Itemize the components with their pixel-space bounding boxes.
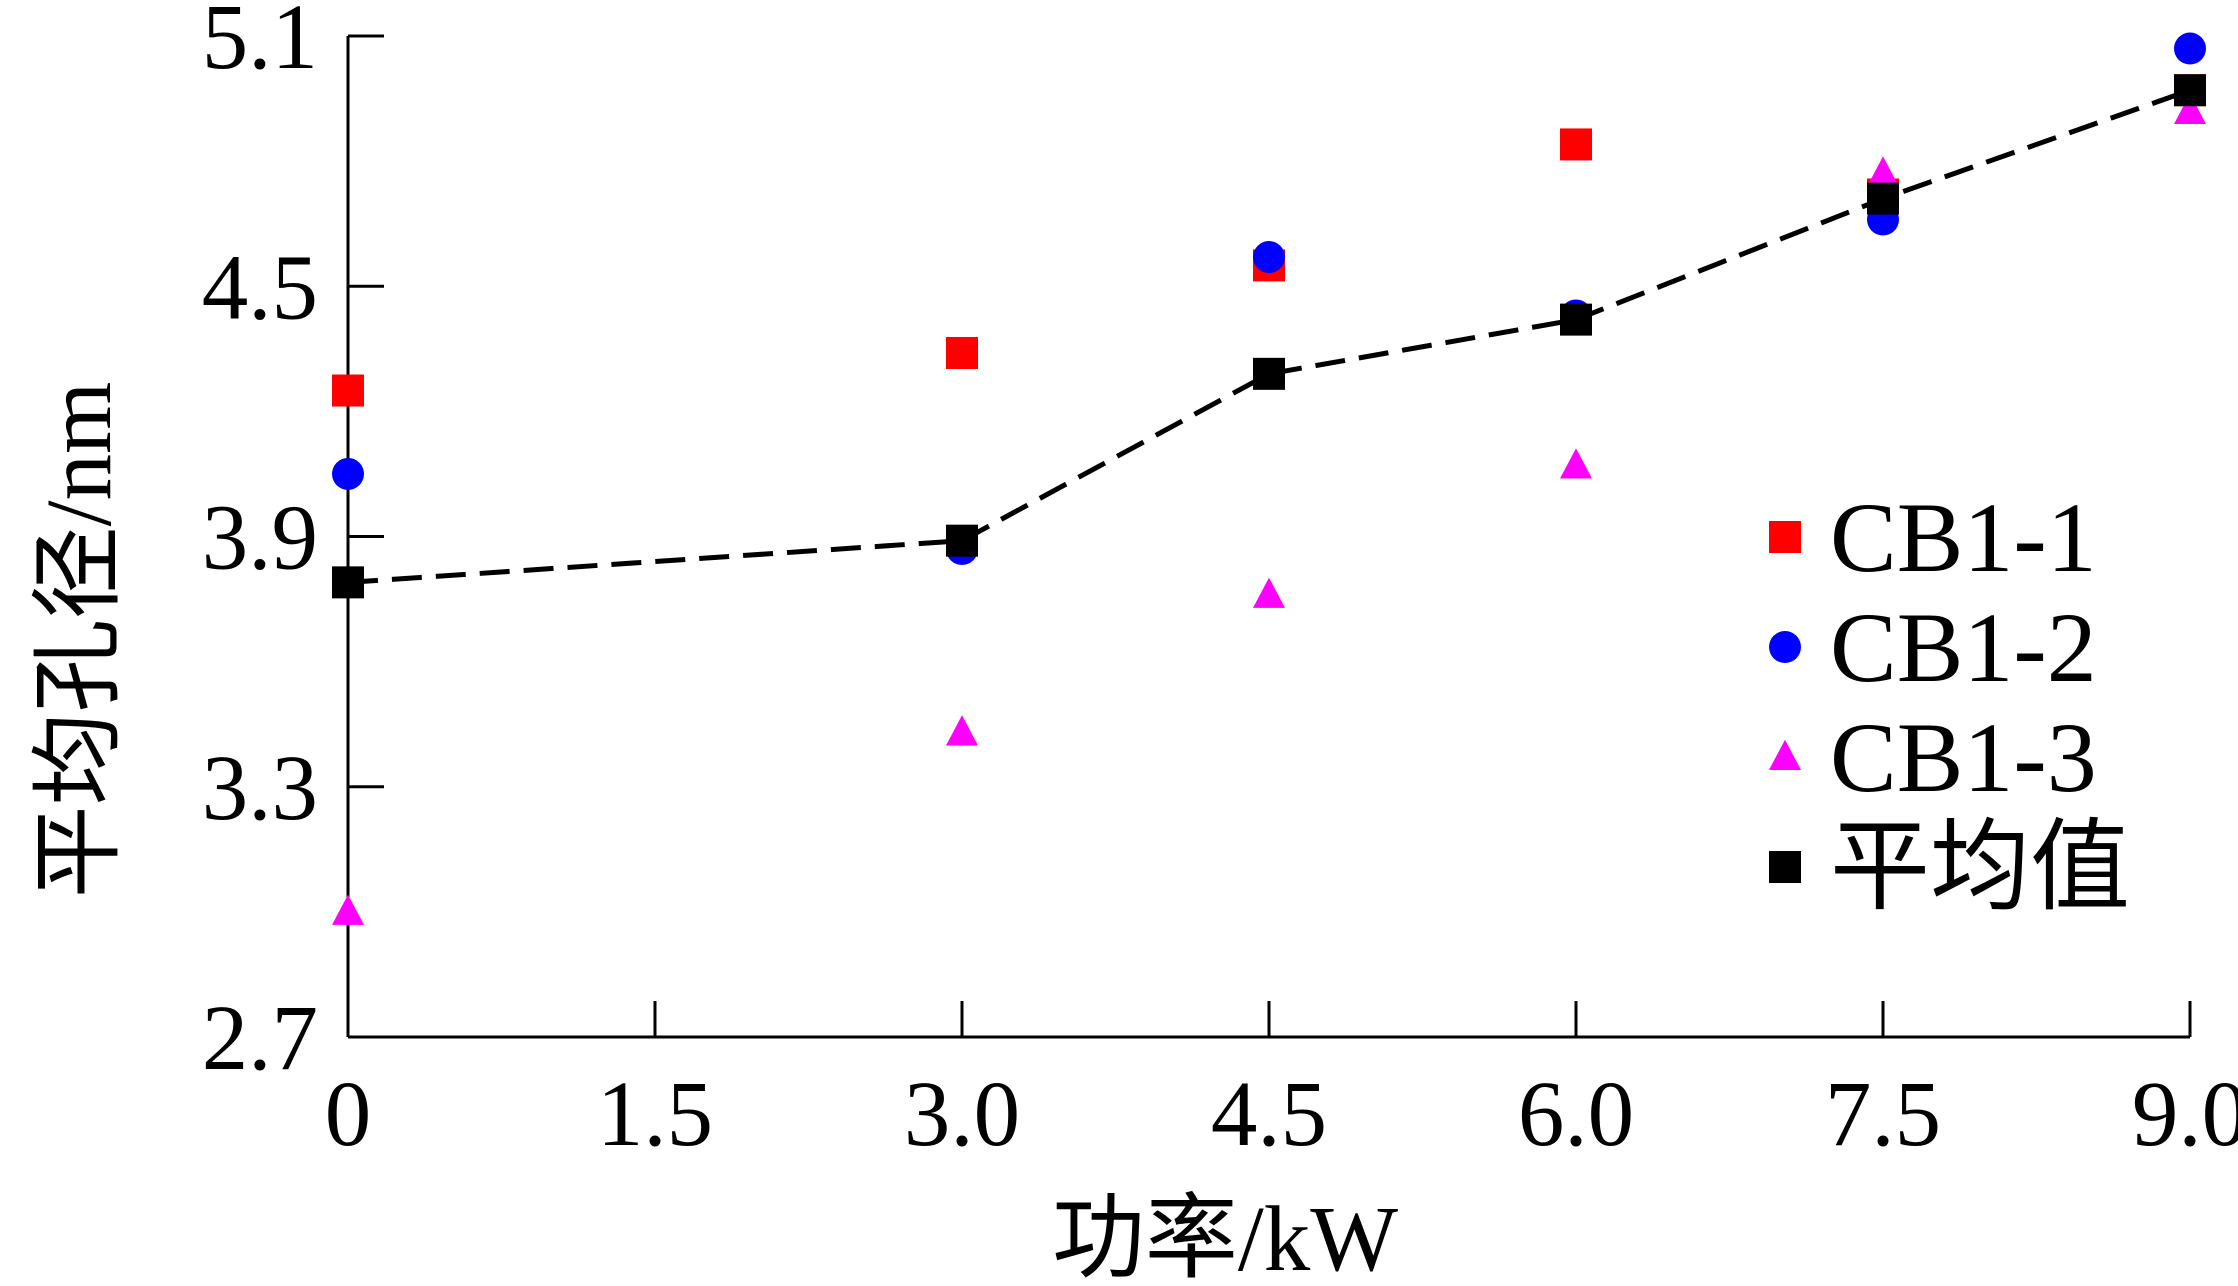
data-point <box>946 715 978 746</box>
y-tick-label: 3.3 <box>202 737 318 840</box>
series-1-points <box>332 74 2206 407</box>
x-tick-label: 6.0 <box>1518 1063 1634 1166</box>
legend-label: CB1-2 <box>1830 592 2097 703</box>
series-3-points <box>332 93 2206 925</box>
data-point <box>2174 93 2206 125</box>
data-point <box>946 524 978 557</box>
data-point <box>1867 182 1899 215</box>
y-tick-label: 4.5 <box>202 236 318 339</box>
x-tick-label: 3.0 <box>904 1063 1020 1166</box>
data-point <box>1253 241 1285 274</box>
data-point <box>1867 156 1899 187</box>
data-point <box>332 894 364 925</box>
legend-marker <box>1769 631 1801 663</box>
data-points <box>332 32 2206 925</box>
y-tick-label: 5.1 <box>202 0 318 89</box>
y-axis-title: 平均孔径/nm <box>28 382 131 899</box>
x-tick-label: 0 <box>325 1063 372 1166</box>
data-point <box>332 457 364 490</box>
x-tick-label: 9.0 <box>2132 1063 2238 1166</box>
y-tick-label: 2.7 <box>202 987 318 1090</box>
data-point <box>1253 577 1285 608</box>
legend-label: 平均值 <box>1830 812 2130 923</box>
data-point <box>1560 448 1592 479</box>
data-point <box>1560 303 1592 336</box>
y-tick-label: 3.9 <box>202 487 318 590</box>
average-line <box>347 87 2191 585</box>
data-point <box>2174 32 2206 65</box>
data-point <box>946 336 978 369</box>
y-ticks: 2.7 3.3 3.9 4.5 5.1 <box>202 0 384 1090</box>
x-axis-title: 功率/kW <box>1052 1188 1398 1286</box>
x-tick-label: 1.5 <box>597 1063 713 1166</box>
legend-marker <box>1769 739 1801 770</box>
legend-label: CB1-1 <box>1830 482 2097 593</box>
series-4-points <box>332 74 2206 599</box>
data-point <box>2174 74 2206 107</box>
data-point <box>1560 128 1592 161</box>
x-tick-label: 7.5 <box>1825 1063 1941 1166</box>
average-series-line <box>347 87 2191 585</box>
legend-marker <box>1769 851 1801 883</box>
legend-label: CB1-3 <box>1830 702 2097 813</box>
plot-area: 0 1.5 3.0 4.5 6.0 7.5 9.0 2.7 3.3 3.9 4.5 5.1 <box>202 0 2238 1166</box>
x-ticks: 0 1.5 3.0 4.5 6.0 7.5 9.0 <box>325 1001 2238 1166</box>
legend-marker <box>1769 521 1801 553</box>
x-tick-label: 4.5 <box>1211 1063 1327 1166</box>
data-point <box>1253 357 1285 390</box>
data-point <box>332 374 364 407</box>
data-point <box>332 566 364 599</box>
